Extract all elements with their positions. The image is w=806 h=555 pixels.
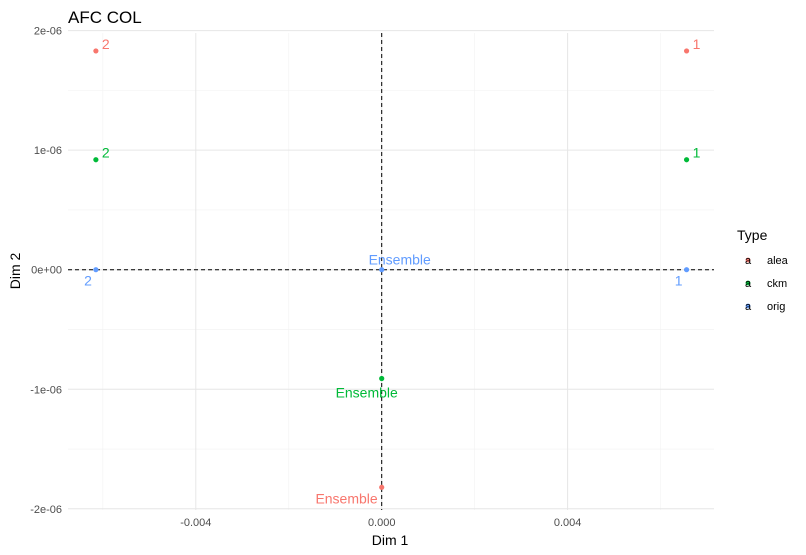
point-label-ckm: Ensemble (336, 384, 398, 400)
data-point-ckm (683, 157, 690, 163)
data-point-alea (379, 484, 385, 490)
point-label-orig: 2 (84, 273, 92, 289)
legend-key-glyph: a (745, 255, 752, 267)
point-label-orig: Ensemble (369, 252, 431, 268)
legend-label: ckm (767, 278, 787, 290)
legend-title: Type (737, 227, 768, 243)
data-point-ckm (379, 375, 385, 382)
point-label-ckm: 2 (102, 145, 110, 161)
data-point-orig (379, 267, 385, 273)
legend-key-point (745, 280, 751, 286)
legend-key-glyph: a (745, 278, 752, 290)
grid-lines (68, 30, 714, 510)
x-axis-label: Dim 1 (372, 532, 409, 548)
legend-label: orig (767, 301, 785, 313)
point-label-alea: 1 (693, 36, 701, 52)
point-labels: 1 2 Ensemble 1 2 Ensemble 1 2 Ensemble (84, 36, 700, 506)
y-tick-label: -2e-06 (30, 504, 62, 516)
chart-title: AFC COL (68, 8, 142, 27)
point-label-orig: 1 (675, 273, 683, 289)
x-tick-labels: -0.004 0.000 0.004 (180, 517, 581, 529)
legend: Type a alea a ckm a orig (737, 227, 789, 313)
reference-lines (68, 33, 714, 510)
y-tick-labels: 2e-06 1e-06 0e+00 -1e-06 -2e-06 (30, 26, 62, 516)
legend-item-alea: a alea (745, 255, 789, 267)
y-tick-label: 1e-06 (34, 145, 62, 157)
y-tick-label: 2e-06 (34, 26, 62, 38)
x-tick-label: 0.000 (368, 517, 396, 529)
data-point-alea (683, 48, 690, 54)
data-point-alea (93, 48, 99, 54)
legend-item-orig: a orig (745, 301, 785, 313)
legend-key-point (745, 257, 751, 263)
point-label-ckm: 1 (693, 145, 701, 161)
data-point-ckm (93, 157, 99, 163)
legend-label: alea (767, 255, 789, 267)
legend-key-glyph: a (745, 301, 752, 313)
y-tick-label: 0e+00 (31, 265, 62, 277)
y-axis-label: Dim 2 (7, 253, 23, 290)
point-label-alea: Ensemble (315, 490, 377, 506)
legend-item-ckm: a ckm (745, 278, 787, 290)
y-tick-label: -1e-06 (30, 384, 62, 396)
x-tick-label: -0.004 (180, 517, 211, 529)
data-point-orig (93, 267, 99, 273)
data-point-orig (683, 267, 690, 273)
legend-key-point (745, 303, 751, 309)
point-label-alea: 2 (102, 36, 110, 52)
x-tick-label: 0.004 (554, 517, 582, 529)
data-points (93, 48, 690, 490)
legend-items: a alea a ckm a orig (745, 255, 789, 313)
